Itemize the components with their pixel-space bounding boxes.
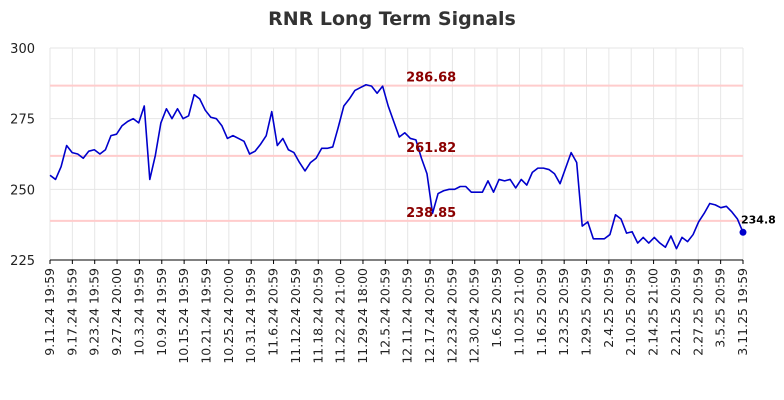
reference-line-label: 261.82 xyxy=(406,141,456,156)
last-point-marker xyxy=(739,228,747,236)
y-tick-label: 300 xyxy=(10,42,35,57)
annotations: 286.68 261.82 238.85 234.8 xyxy=(406,71,776,227)
x-tick-label: 2.27.25 20:59 xyxy=(690,268,705,356)
x-tick-label: 12.11.24 20:59 xyxy=(400,268,415,364)
x-tick-label: 11.6.24 20:59 xyxy=(266,268,281,356)
x-tick-label: 1.16.25 20:59 xyxy=(534,268,549,356)
x-tick-label: 2.21.25 20:59 xyxy=(668,268,683,356)
reference-line-label: 286.68 xyxy=(406,71,456,86)
x-tick-label: 2.10.25 20:59 xyxy=(623,268,638,356)
x-axis-ticks: 9.11.24 19:59 9.17.24 19:59 9.23.24 19:59 9… xyxy=(42,260,750,364)
x-tick-label: 12.17.24 20:59 xyxy=(422,268,437,364)
price-line xyxy=(49,83,744,250)
y-tick-label: 250 xyxy=(10,183,35,198)
x-tick-label: 10.31.24 19:59 xyxy=(243,268,258,364)
reference-lines xyxy=(50,84,743,222)
x-tick-label: 11.29.24 18:00 xyxy=(355,268,370,364)
x-tick-label: 1.29.25 20:59 xyxy=(579,268,594,356)
x-tick-label: 9.17.24 19:59 xyxy=(64,268,79,356)
chart-title: RNR Long Term Signals xyxy=(268,8,516,30)
y-tick-label: 275 xyxy=(10,113,35,128)
x-tick-label: 11.18.24 20:59 xyxy=(310,268,325,364)
x-tick-label: 9.11.24 19:59 xyxy=(42,268,57,356)
y-tick-label: 225 xyxy=(10,254,35,269)
x-tick-label: 11.12.24 20:59 xyxy=(288,268,303,364)
x-tick-label: 9.27.24 20:00 xyxy=(109,268,124,356)
reference-line-label: 238.85 xyxy=(406,206,456,221)
x-tick-label: 12.30.24 20:59 xyxy=(467,268,482,364)
x-tick-label: 11.22.24 21:00 xyxy=(333,268,348,364)
x-tick-label: 12.23.24 20:59 xyxy=(444,268,459,364)
x-tick-label: 10.25.24 20:00 xyxy=(221,268,236,364)
x-tick-label: 10.9.24 19:59 xyxy=(154,268,169,356)
series xyxy=(49,83,747,250)
x-tick-label: 1.23.25 20:59 xyxy=(556,268,571,356)
last-value-label: 234.8 xyxy=(741,213,776,226)
x-tick-label: 3.11.25 19:59 xyxy=(735,268,750,356)
x-tick-label: 2.4.25 20:59 xyxy=(601,268,616,348)
x-tick-label: 12.5.24 20:59 xyxy=(377,268,392,356)
x-tick-label: 1.6.25 20:59 xyxy=(489,268,504,348)
grid xyxy=(49,47,744,261)
x-tick-label: 2.14.25 21:00 xyxy=(646,268,661,356)
x-tick-label: 10.3.24 19:59 xyxy=(131,268,146,356)
x-tick-label: 9.23.24 19:59 xyxy=(87,268,102,356)
x-tick-label: 10.21.24 19:59 xyxy=(198,268,213,364)
x-tick-label: 3.5.25 20:59 xyxy=(713,268,728,348)
x-tick-label: 1.10.25 21:00 xyxy=(511,268,526,356)
x-tick-label: 10.15.24 19:59 xyxy=(176,268,191,364)
y-axis-ticks: 225 250 275 300 xyxy=(10,42,35,269)
